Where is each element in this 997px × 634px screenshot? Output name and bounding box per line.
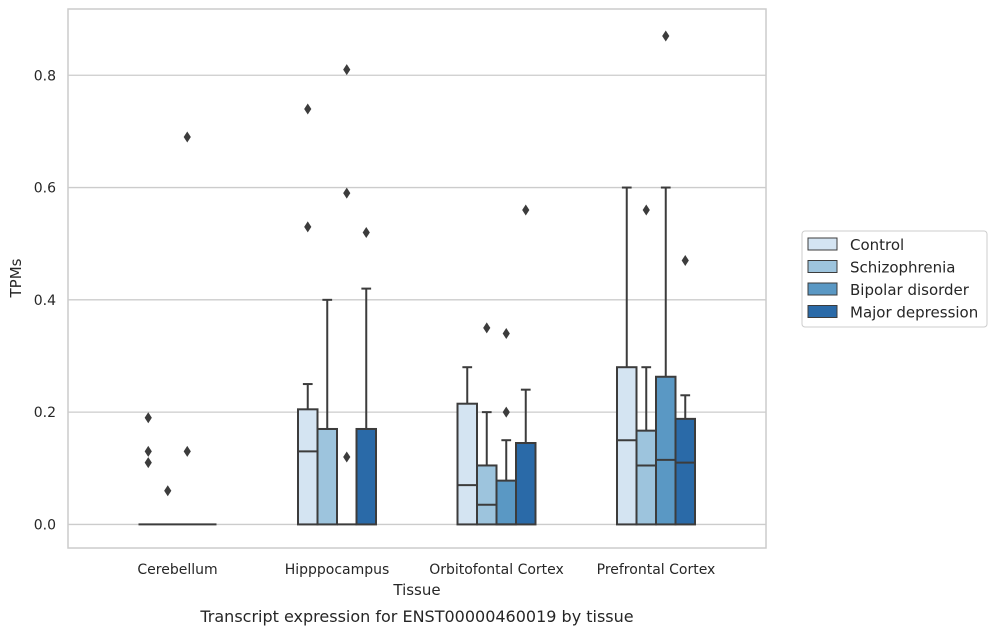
box-body	[316, 427, 338, 526]
box	[456, 366, 478, 526]
outlier-point	[144, 445, 152, 457]
x-tick-label: Prefrontal Cortex	[597, 562, 716, 578]
outlier-point	[502, 328, 510, 340]
legend-item: Bipolar disorder	[807, 281, 970, 299]
y-axis-label: TPMs	[7, 258, 25, 298]
outlier-point	[483, 322, 491, 334]
box	[495, 328, 517, 526]
x-tick-label: Hipppocampus	[285, 562, 390, 578]
box-body	[655, 375, 677, 526]
y-tick-label: 0.0	[34, 517, 56, 533]
series-major-depression	[197, 204, 696, 526]
legend-box	[801, 230, 988, 328]
box	[674, 255, 696, 526]
box-body	[476, 464, 498, 526]
outlier-point	[343, 64, 351, 76]
box-body	[495, 479, 517, 526]
plot-frame	[67, 8, 767, 549]
outlier-point	[144, 412, 152, 424]
box-body	[635, 429, 657, 526]
outlier-point	[183, 131, 191, 143]
legend-swatch	[807, 260, 838, 273]
legend-swatch	[807, 282, 838, 296]
legend-label: Major depression	[850, 304, 978, 322]
series-control	[138, 103, 638, 526]
outlier-point	[681, 255, 689, 267]
box-body	[297, 408, 319, 526]
legend-item: Schizophrenia	[807, 259, 955, 277]
x-axis-ticks: Cerebellum Hipppocampus Orbitofontal Corte…	[137, 562, 715, 578]
box	[476, 322, 498, 526]
outlier-point	[304, 221, 312, 233]
box	[177, 131, 197, 526]
outlier-point	[362, 226, 370, 238]
box	[337, 64, 357, 526]
outlier-point	[304, 103, 312, 115]
legend-label: Bipolar disorder	[850, 281, 970, 299]
box-body	[674, 417, 696, 526]
outlier-point	[662, 30, 670, 42]
chart-caption: Transcript expression for ENST0000046001…	[199, 607, 633, 626]
box-body	[355, 427, 377, 526]
y-tick-label: 0.2	[34, 405, 56, 421]
box	[297, 103, 319, 526]
outlier-point	[343, 187, 351, 199]
outlier-point	[164, 485, 172, 497]
y-tick-label: 0.4	[34, 293, 56, 309]
legend-label: Control	[850, 236, 904, 254]
box-body	[515, 442, 537, 526]
outlier-point	[642, 204, 650, 216]
legend-item: Major depression	[807, 304, 978, 322]
legend-label: Schizophrenia	[850, 259, 955, 277]
series-schizophrenia	[158, 204, 657, 526]
box	[515, 204, 537, 526]
legend-swatch	[807, 305, 838, 318]
box	[655, 30, 677, 526]
y-tick-label: 0.8	[34, 68, 56, 84]
series-bipolar-disorder	[177, 30, 677, 526]
box	[138, 412, 158, 526]
plot-area	[138, 30, 696, 526]
y-tick-label: 0.6	[34, 181, 56, 197]
x-tick-label: Cerebellum	[137, 562, 217, 578]
outlier-point	[502, 406, 510, 418]
legend-item: Control	[807, 236, 904, 254]
outlier-point	[343, 451, 351, 463]
legend-swatch	[807, 237, 838, 251]
outlier-point	[522, 204, 530, 216]
outlier-point	[183, 445, 191, 457]
box	[616, 186, 638, 526]
y-axis-ticks: 0.0 0.2 0.4 0.6 0.8	[34, 68, 56, 533]
box	[355, 226, 377, 526]
box	[316, 298, 338, 526]
box-body	[456, 402, 478, 526]
x-tick-label: Orbitofontal Cortex	[429, 562, 564, 578]
box	[635, 204, 657, 526]
box-body	[616, 366, 638, 526]
box	[158, 485, 178, 526]
x-axis-label: Tissue	[392, 581, 440, 599]
legend: Control Schizophrenia Bipolar disorder Majo…	[801, 230, 988, 328]
outlier-point	[144, 457, 152, 469]
